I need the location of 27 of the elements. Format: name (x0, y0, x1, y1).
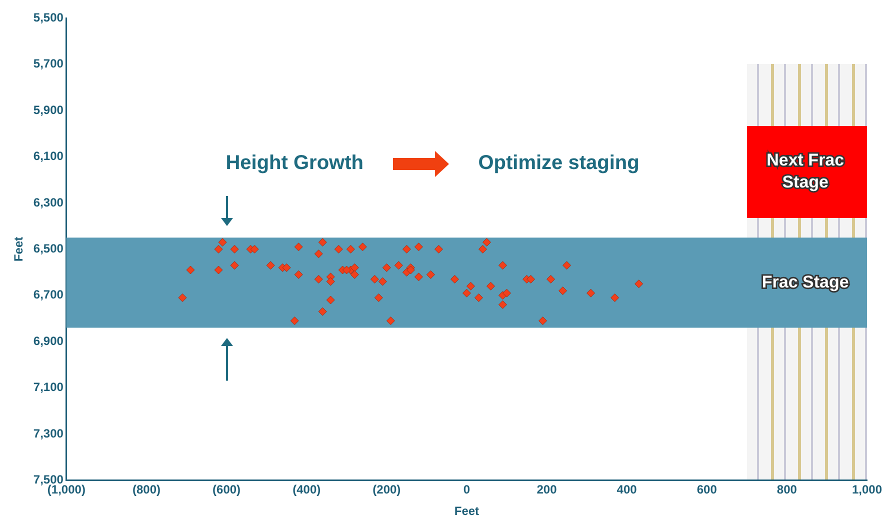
y-tick-label: 6,100 (33, 149, 64, 164)
x-tick-label: (800) (132, 482, 160, 497)
y-tick-label: 7,300 (33, 426, 64, 440)
band-label: Frac Stage (762, 272, 849, 292)
x-tick-label: (400) (292, 482, 321, 497)
x-tick-label: 600 (696, 482, 718, 497)
y-tick-label: 5,500 (33, 10, 64, 25)
x-tick-label: (600) (212, 482, 241, 497)
x-tick-label: 400 (616, 482, 638, 497)
y-tick-label: 5,900 (33, 102, 64, 117)
x-tick-label: 0 (463, 482, 470, 497)
y-tick-label: 5,700 (33, 56, 64, 71)
y-tick-label: 6,500 (33, 242, 64, 256)
y-tick-label: 7,100 (33, 380, 64, 394)
x-tick-label: 1,000 (852, 482, 882, 497)
y-tick-label: 6,900 (33, 334, 64, 348)
y-tick-label: 6,700 (33, 288, 64, 302)
annotation: Optimize staging (478, 152, 640, 174)
x-axis-title: Feet (454, 504, 480, 518)
annotation: Next Frac Stage (766, 150, 844, 192)
x-tick-label: 800 (776, 482, 798, 497)
y-axis-title: Feet (12, 236, 26, 262)
x-tick-label: 200 (536, 482, 558, 497)
annotation: Height Growth (226, 152, 364, 174)
y-tick-label: 6,300 (33, 195, 64, 210)
x-tick-label: (200) (372, 482, 401, 497)
x-tick-label: (1,000) (47, 482, 86, 497)
